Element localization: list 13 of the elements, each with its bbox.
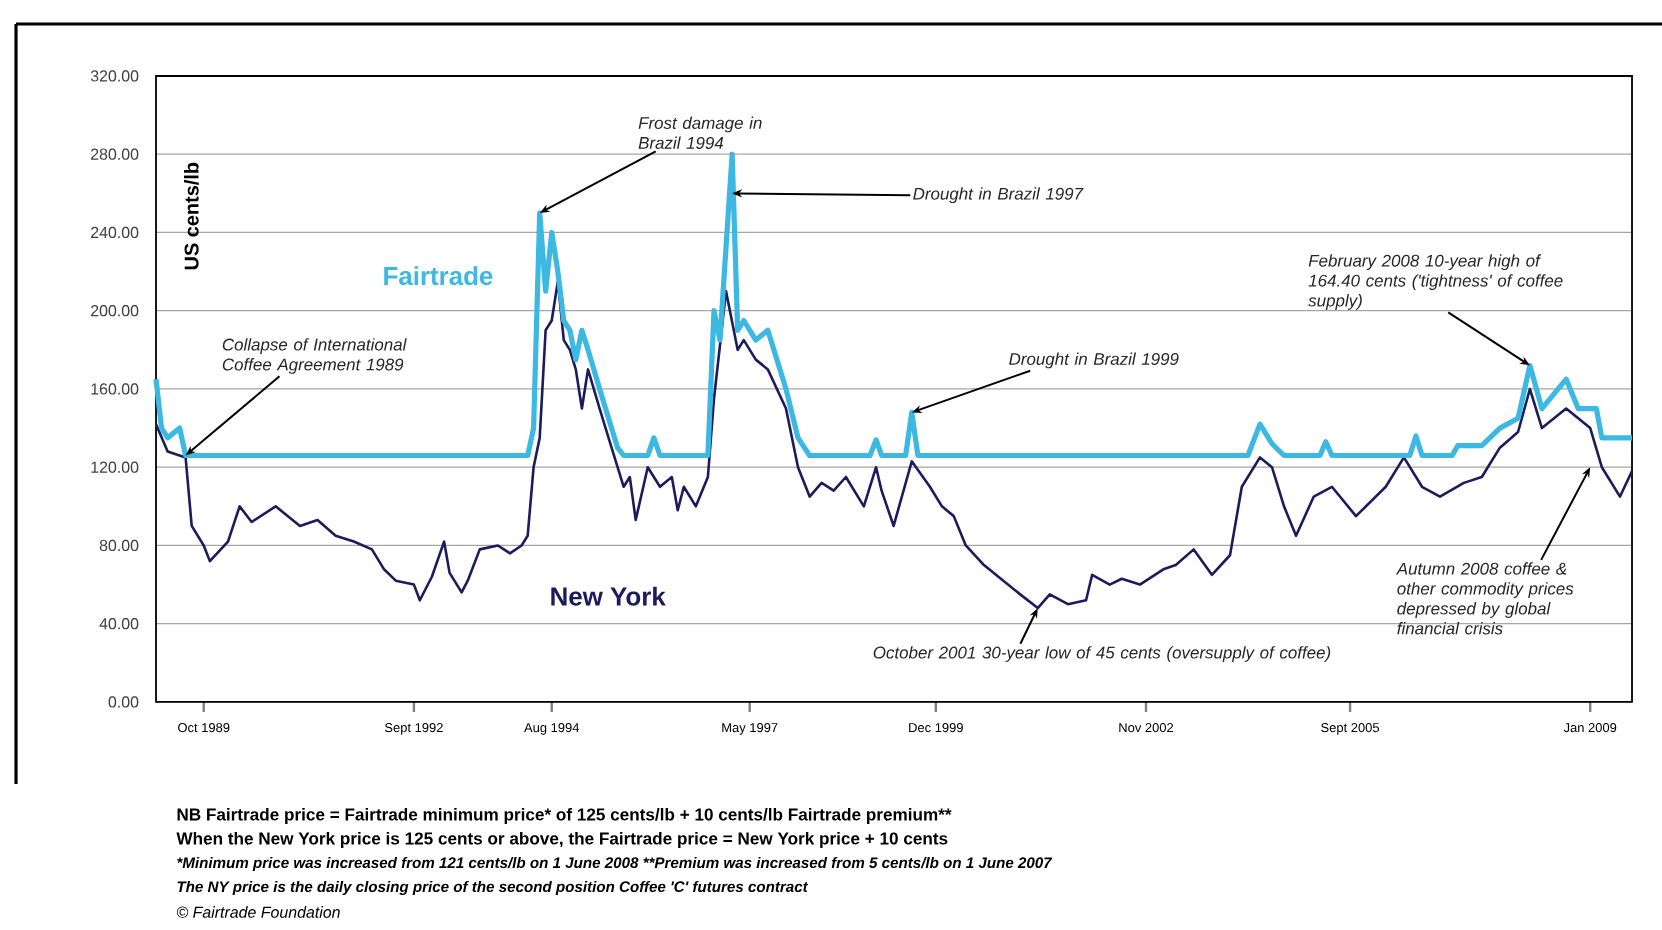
- text: When the New York price is 125 cents or above, the Fairtrade price = New York price + 10 cents: [176, 831, 948, 848]
- annotation: Drought in Brazil 1999: [1009, 352, 1179, 369]
- annotation: Drought in Brazil 1997: [913, 187, 1084, 204]
- annotation: February 2008 10-year high of 164.40 cents ('tightness' of coffee supply): [1308, 254, 1563, 310]
- series-label: New York: [551, 586, 666, 606]
- y-axis-title: US cents/lb: [184, 162, 199, 270]
- annotation: October 2001 30-year low of 45 cents (oversupply of coffee): [873, 646, 1331, 662]
- annotation: Frost damage in Brazil 1994: [638, 116, 762, 149]
- annotation: Autumn 2008 coffee & other commodity prices depressed by global financial crisis: [1395, 562, 1574, 635]
- line-series: [153, 151, 1635, 459]
- annotation: Collapse of International Coffee Agreement 1989: [222, 338, 407, 374]
- series-label: Fairtrade: [384, 266, 493, 286]
- text: NB Fairtrade price = Fairtrade minimum price* of 125 cents/lb + 10 cents/lb Fairtrade premium**: [177, 807, 952, 824]
